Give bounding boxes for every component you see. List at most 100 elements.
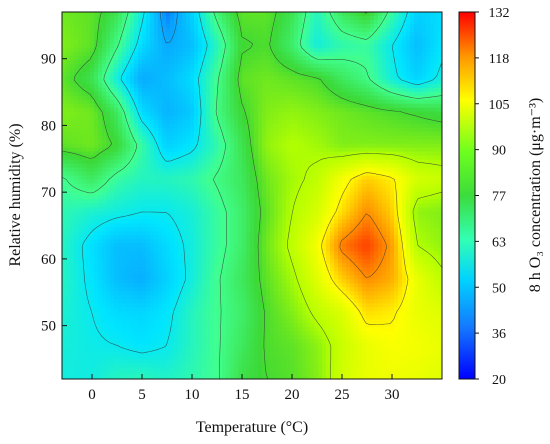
heatmap-cell xyxy=(406,191,411,197)
heatmap-cell xyxy=(234,199,239,205)
heatmap-cell xyxy=(210,207,215,213)
heatmap-cell xyxy=(414,119,419,125)
heatmap-cell xyxy=(222,103,227,109)
heatmap-cell xyxy=(198,183,203,189)
heatmap-cell xyxy=(406,31,411,37)
heatmap-cell xyxy=(418,123,423,129)
heatmap-cell xyxy=(322,175,327,181)
heatmap-cell xyxy=(66,23,71,29)
heatmap-cell xyxy=(390,135,395,141)
heatmap-cell xyxy=(342,35,347,41)
heatmap-cell xyxy=(190,43,195,49)
heatmap-cell xyxy=(398,195,403,201)
heatmap-cell xyxy=(186,167,191,173)
heatmap-cell xyxy=(174,15,179,21)
heatmap-cell xyxy=(166,19,171,25)
heatmap-cell xyxy=(90,87,95,93)
heatmap-cell xyxy=(322,12,327,17)
heatmap-cell xyxy=(386,107,391,113)
heatmap-cell xyxy=(378,187,383,193)
heatmap-cell xyxy=(286,31,291,37)
heatmap-cell xyxy=(154,19,159,25)
heatmap-cell xyxy=(278,203,283,209)
heatmap-cell xyxy=(158,27,163,33)
heatmap-cell xyxy=(362,127,367,133)
heatmap-cell xyxy=(106,131,111,137)
heatmap-cell xyxy=(150,51,155,57)
heatmap-cell xyxy=(102,187,107,193)
heatmap-cell xyxy=(258,83,263,89)
heatmap-cell xyxy=(358,171,363,177)
heatmap-cell xyxy=(150,195,155,201)
heatmap-cell xyxy=(134,215,139,221)
heatmap-cell xyxy=(86,79,91,85)
heatmap-cell xyxy=(182,219,187,225)
heatmap-cell xyxy=(98,63,103,69)
heatmap-cell xyxy=(382,115,387,121)
heatmap-cell xyxy=(258,179,263,185)
heatmap-cell xyxy=(142,139,147,145)
heatmap-cell xyxy=(266,219,271,225)
heatmap-cell xyxy=(62,155,67,161)
heatmap-cell xyxy=(358,163,363,169)
heatmap-cell xyxy=(114,199,119,205)
heatmap-cell xyxy=(354,39,359,45)
heatmap-cell xyxy=(282,71,287,77)
heatmap-cell xyxy=(358,159,363,165)
heatmap-cell xyxy=(322,79,327,85)
heatmap-cell xyxy=(150,179,155,185)
heatmap-cell xyxy=(206,95,211,101)
heatmap-cell xyxy=(86,131,91,137)
heatmap-cell xyxy=(106,147,111,153)
heatmap-cell xyxy=(290,39,295,45)
heatmap-cell xyxy=(426,195,431,201)
heatmap-cell xyxy=(66,63,71,69)
heatmap-cell xyxy=(246,131,251,137)
heatmap-cell xyxy=(306,183,311,189)
heatmap-cell xyxy=(282,35,287,41)
heatmap-cell xyxy=(122,87,127,93)
heatmap-cell xyxy=(66,12,71,17)
heatmap-cell xyxy=(218,151,223,157)
heatmap-cell xyxy=(382,131,387,137)
heatmap-cell xyxy=(154,35,159,41)
heatmap-cell xyxy=(262,207,267,213)
heatmap-cell xyxy=(162,179,167,185)
heatmap-cell xyxy=(370,83,375,89)
heatmap-cell xyxy=(98,215,103,221)
heatmap-cell xyxy=(238,75,243,81)
heatmap-cell xyxy=(310,103,315,109)
heatmap-cell xyxy=(226,151,231,157)
heatmap-cell xyxy=(150,31,155,37)
heatmap-cell xyxy=(106,15,111,21)
heatmap-cell xyxy=(142,111,147,117)
heatmap-cell xyxy=(114,59,119,65)
heatmap-cell xyxy=(406,119,411,125)
heatmap-cell xyxy=(250,191,255,197)
heatmap-cell xyxy=(422,187,427,193)
heatmap-cell xyxy=(370,35,375,41)
heatmap-cell xyxy=(126,63,131,69)
heatmap-cell xyxy=(318,71,323,77)
heatmap-cell xyxy=(238,151,243,157)
heatmap-cell xyxy=(314,12,319,17)
heatmap-cell xyxy=(306,195,311,201)
heatmap-cell xyxy=(118,175,123,181)
heatmap-cell xyxy=(258,175,263,181)
heatmap-cell xyxy=(190,12,195,17)
heatmap-cell xyxy=(210,63,215,69)
heatmap-cell xyxy=(410,15,415,21)
heatmap-cell xyxy=(238,79,243,85)
heatmap-cell xyxy=(394,135,399,141)
heatmap-cell xyxy=(142,31,147,37)
heatmap-cell xyxy=(278,103,283,109)
heatmap-cell xyxy=(414,31,419,37)
heatmap-cell xyxy=(202,187,207,193)
heatmap-cell xyxy=(398,103,403,109)
heatmap-cell xyxy=(418,115,423,121)
heatmap-cell xyxy=(370,143,375,149)
heatmap-cell xyxy=(142,103,147,109)
heatmap-cell xyxy=(106,79,111,85)
heatmap-cell xyxy=(406,135,411,141)
